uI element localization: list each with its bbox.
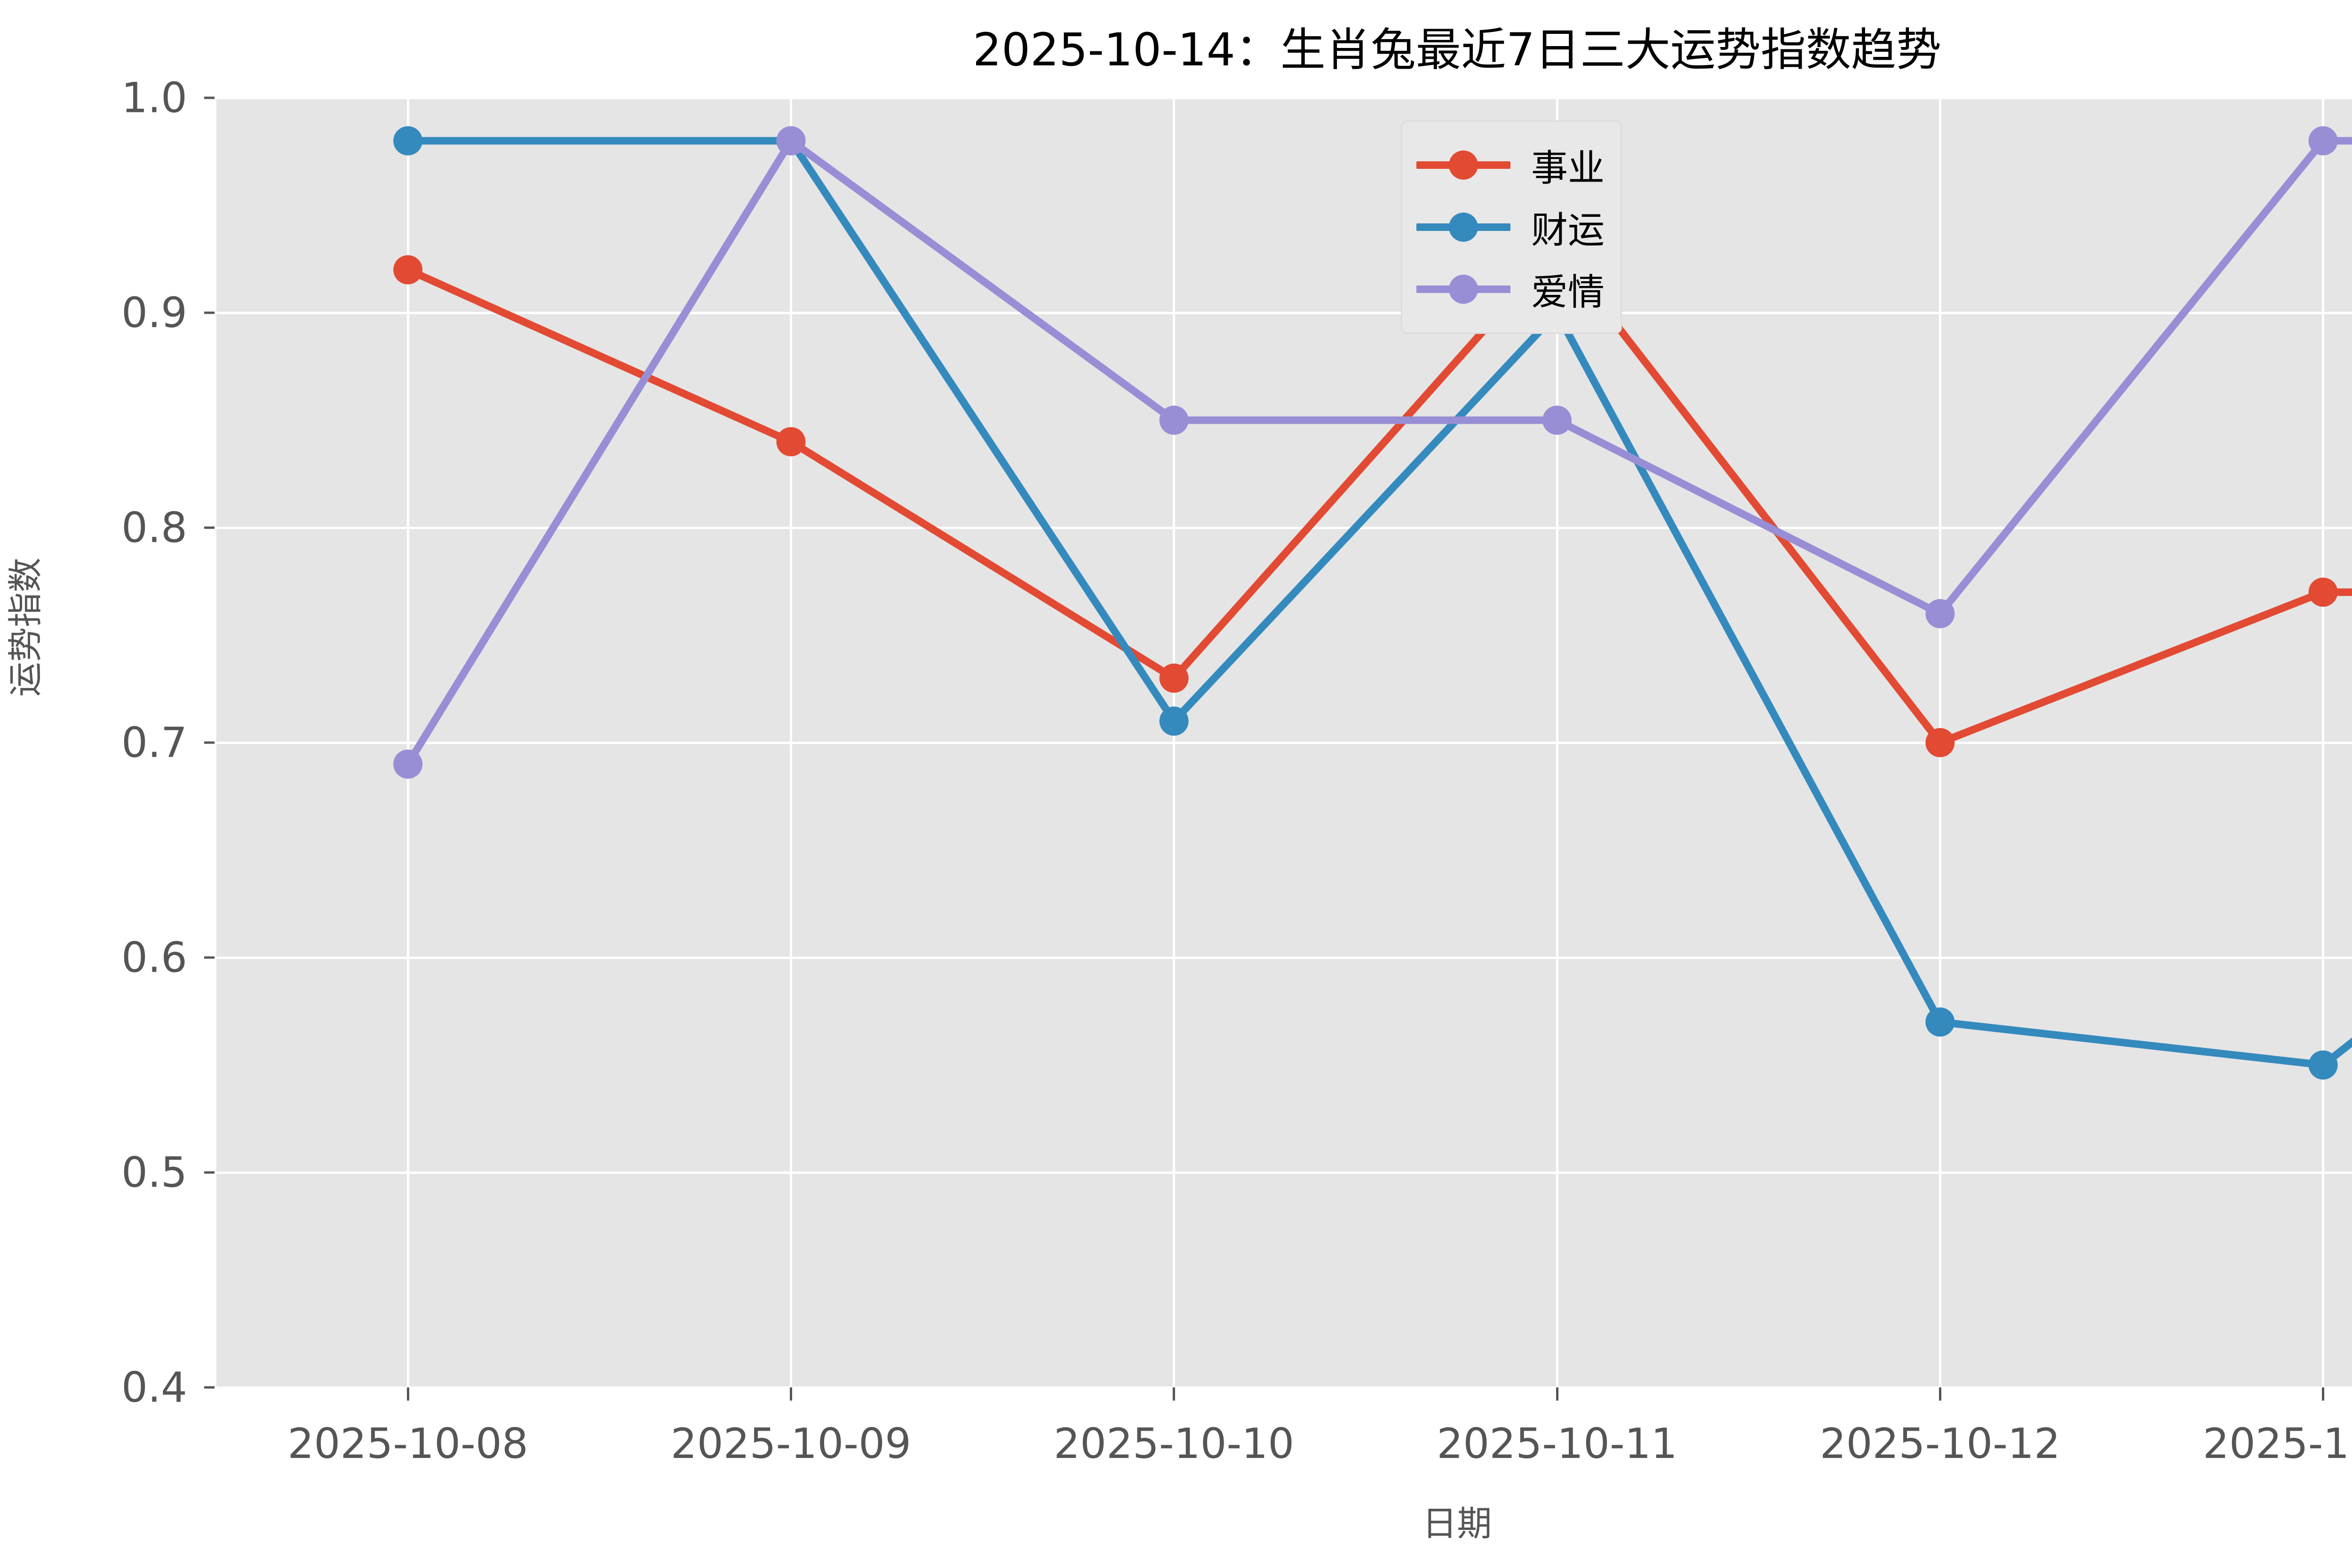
series-line [404,137,2352,1069]
gridline-vertical [2322,98,2325,1387]
y-axis-title: 运势指数 [5,557,46,697]
x-tick-label: 2025-10-12 [1820,1419,2060,1468]
x-tick-label: 2025-10-11 [1437,1419,1677,1468]
legend-swatch-icon [1416,134,1510,196]
y-tick-mark [204,741,215,744]
gridline-horizontal [216,741,2352,744]
data-point-marker [1925,728,1955,757]
series-layer [393,126,2352,1080]
gridline-vertical [1556,98,1558,1387]
data-point-marker [2308,578,2338,607]
gridline-horizontal [216,96,2352,99]
data-point-marker [776,126,806,156]
y-tick-label: 0.8 [121,503,187,552]
x-tick-mark [2322,1387,2325,1401]
y-tick-mark [204,311,215,314]
legend-marker-icon [1449,213,1478,242]
gridline-horizontal [216,1171,2352,1174]
legend-swatch-icon [1416,258,1510,320]
y-tick-label: 0.4 [121,1363,187,1412]
x-tick-mark [1173,1387,1176,1401]
legend-marker-icon [1449,150,1478,180]
y-tick-label: 1.0 [121,73,187,122]
legend-swatch-icon [1416,196,1510,258]
gridline-horizontal [216,1386,2352,1389]
y-tick-mark [204,956,215,959]
x-tick-mark [789,1387,792,1401]
series-财运 [393,126,2352,1080]
x-tick-label: 2025-10-10 [1053,1419,1295,1468]
chart-title: 2025-10-14：生肖兔最近7日三大运势指数趋势 [973,24,1941,76]
data-point-marker [2308,126,2338,156]
legend-item-财运[interactable]: 财运 [1416,196,1605,258]
x-tick-mark [1939,1387,1941,1401]
gridline-vertical [789,98,792,1387]
x-tick-label: 2025-10-09 [670,1419,912,1468]
legend-item-事业[interactable]: 事业 [1416,134,1605,196]
legend-label: 爱情 [1531,271,1605,314]
data-point-marker [1925,1007,1955,1037]
legend: 事业 财运 爱情 [1401,120,1622,334]
y-tick-label: 0.5 [121,1148,187,1197]
data-point-marker [1159,663,1189,693]
data-point-marker [1542,405,1572,435]
x-tick-label: 2025-10-13 [2202,1419,2352,1468]
gridline-vertical [1173,98,1176,1387]
legend-item-爱情[interactable]: 爱情 [1416,258,1605,320]
gridline-vertical [406,98,409,1387]
data-point-marker [2308,1050,2338,1080]
y-tick-mark [204,1386,215,1389]
x-tick-label: 2025-10-08 [287,1419,528,1468]
series-line [404,244,2352,746]
plot-area [216,96,2352,1389]
y-tick-mark [204,1171,215,1174]
data-point-marker [1925,599,1955,628]
series-爱情 [393,126,2352,779]
data-point-marker [393,126,423,156]
legend-label: 财运 [1531,209,1605,252]
data-point-marker [1159,706,1189,736]
x-tick-mark [1556,1387,1558,1401]
y-tick-label: 0.6 [121,933,187,982]
y-tick-label: 0.7 [121,718,187,767]
y-tick-mark [204,526,215,529]
legend-label: 事业 [1531,147,1605,190]
x-axis-title: 日期 [1422,1504,1492,1544]
gridline-horizontal [216,311,2352,314]
data-point-marker [393,749,423,779]
y-tick-mark [204,96,215,99]
x-tick-mark [406,1387,409,1401]
gridline-horizontal [216,956,2352,959]
data-point-marker [1159,405,1189,435]
gridline-horizontal [216,526,2352,529]
data-point-marker [393,255,423,285]
legend-marker-icon [1449,275,1478,304]
y-tick-label: 0.9 [121,288,187,337]
data-point-marker [776,427,806,457]
